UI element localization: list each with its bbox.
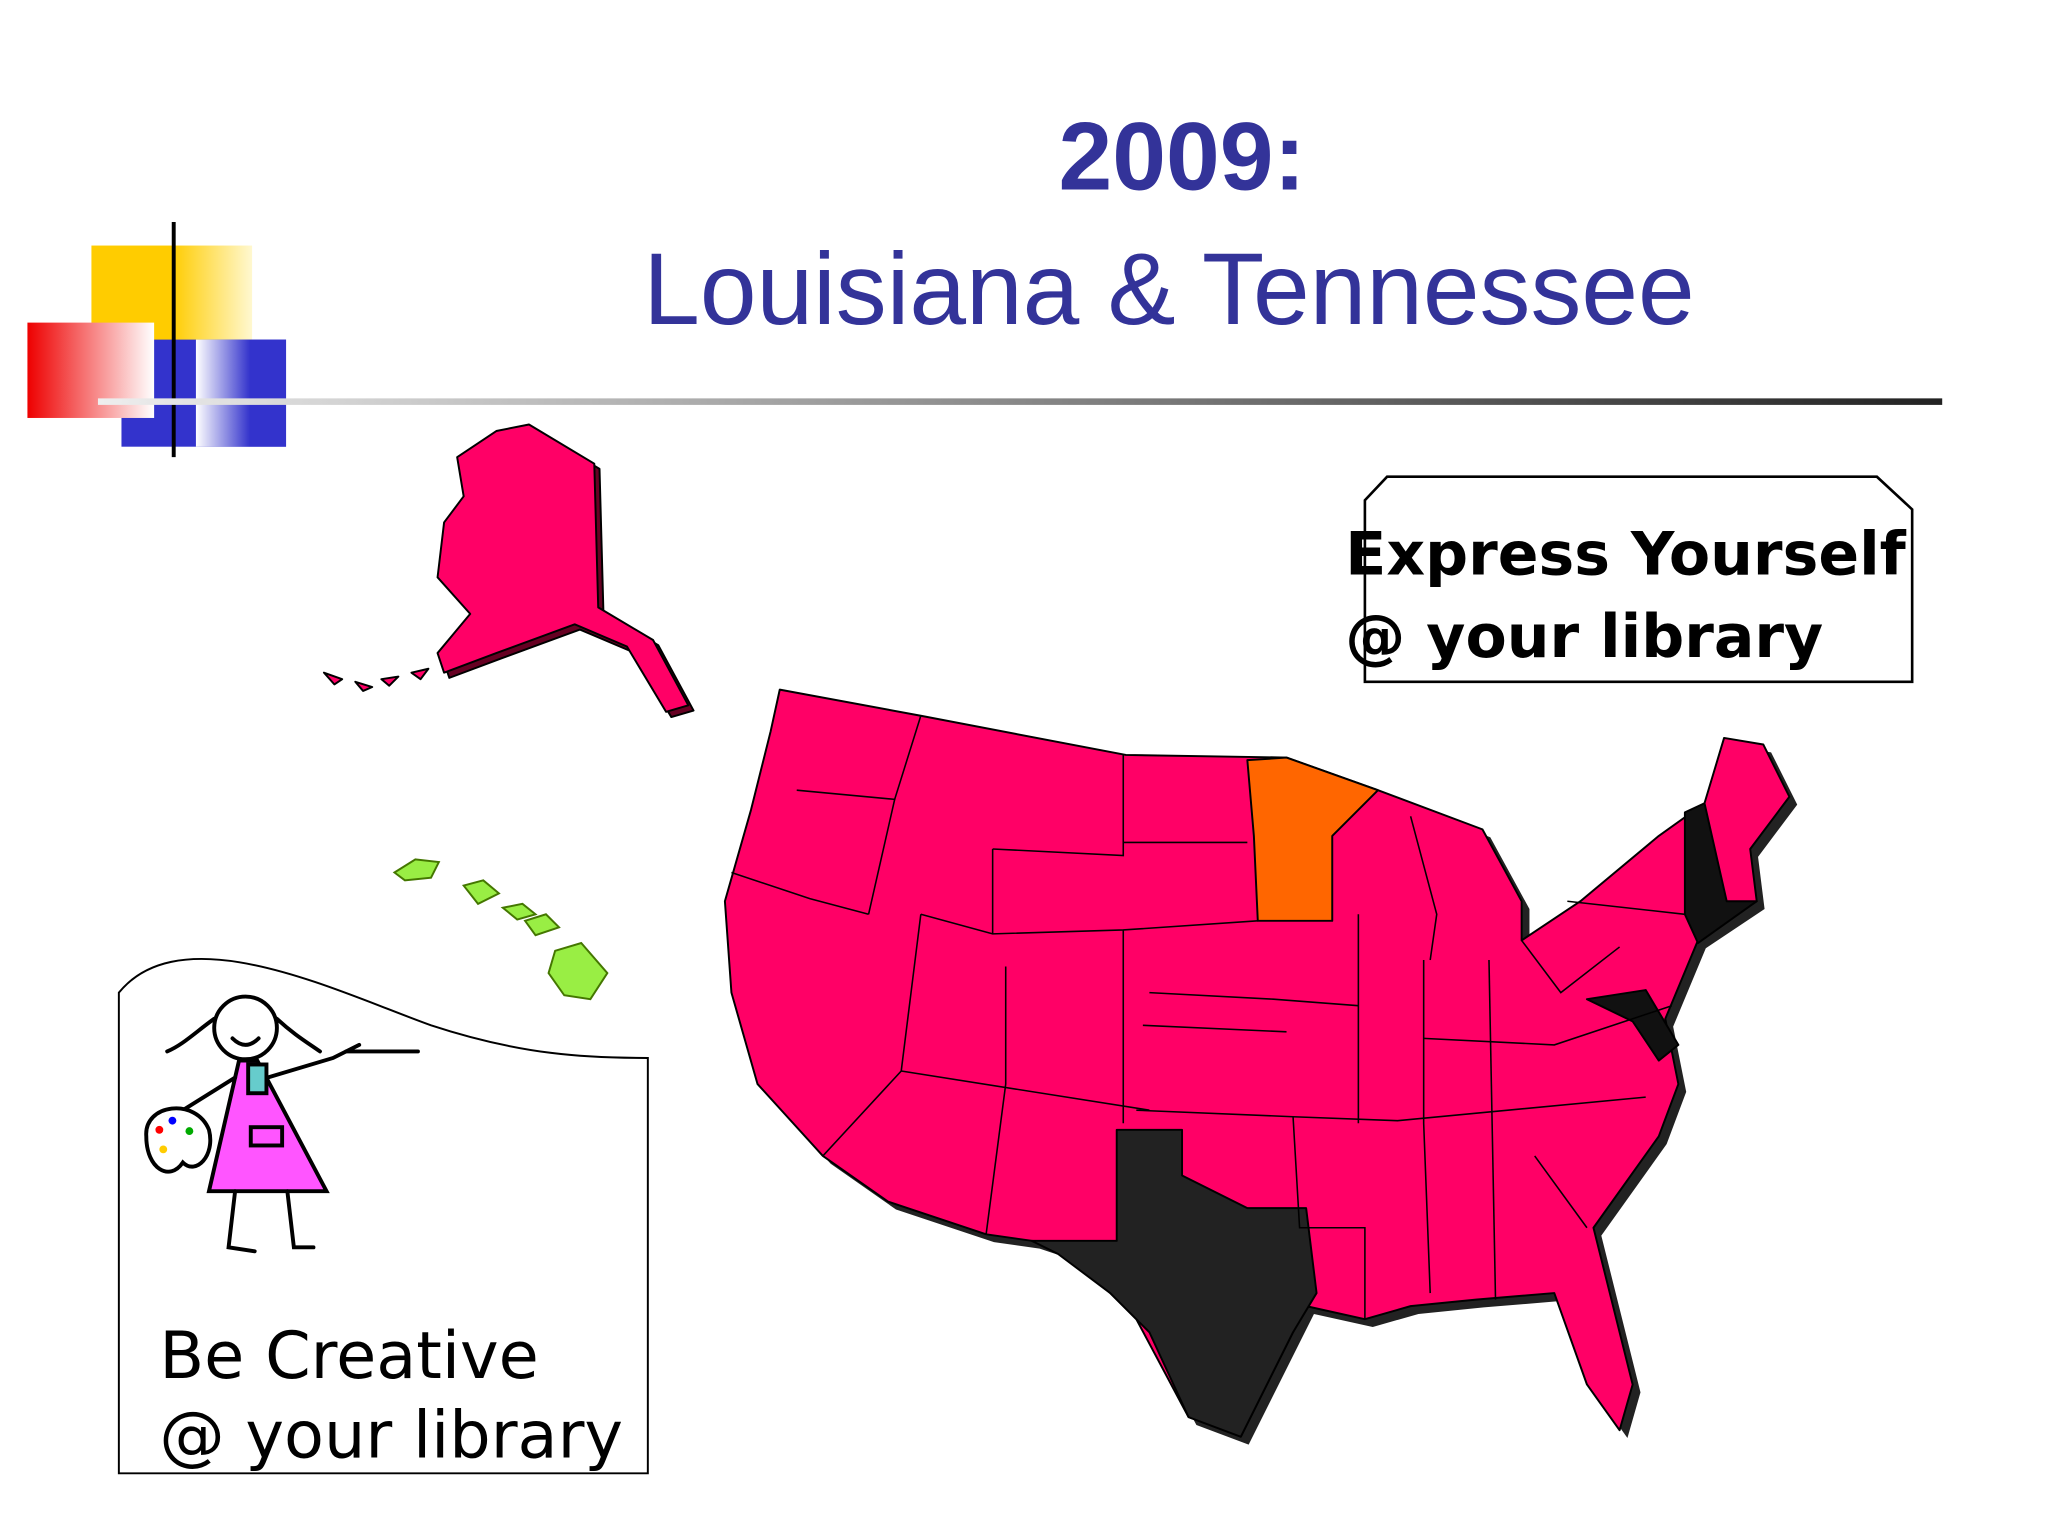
alaska xyxy=(322,423,695,719)
slide-title: 2009: xyxy=(1058,103,1305,210)
express-callout: Express Yourself @ your library xyxy=(1345,475,1914,684)
callout-line: Be Creative xyxy=(159,1318,538,1394)
hawaii xyxy=(392,858,609,1001)
callout-line: @ your library xyxy=(159,1398,623,1474)
callout-line: @ your library xyxy=(1345,602,1823,672)
decoration xyxy=(27,222,1943,458)
slide-subtitle: Louisiana & Tennessee xyxy=(643,232,1694,346)
girl-drawing xyxy=(144,994,420,1254)
creative-callout: Be Creative @ your library xyxy=(117,957,649,1475)
us-map xyxy=(723,688,1798,1445)
callout-line: Express Yourself xyxy=(1345,520,1906,590)
